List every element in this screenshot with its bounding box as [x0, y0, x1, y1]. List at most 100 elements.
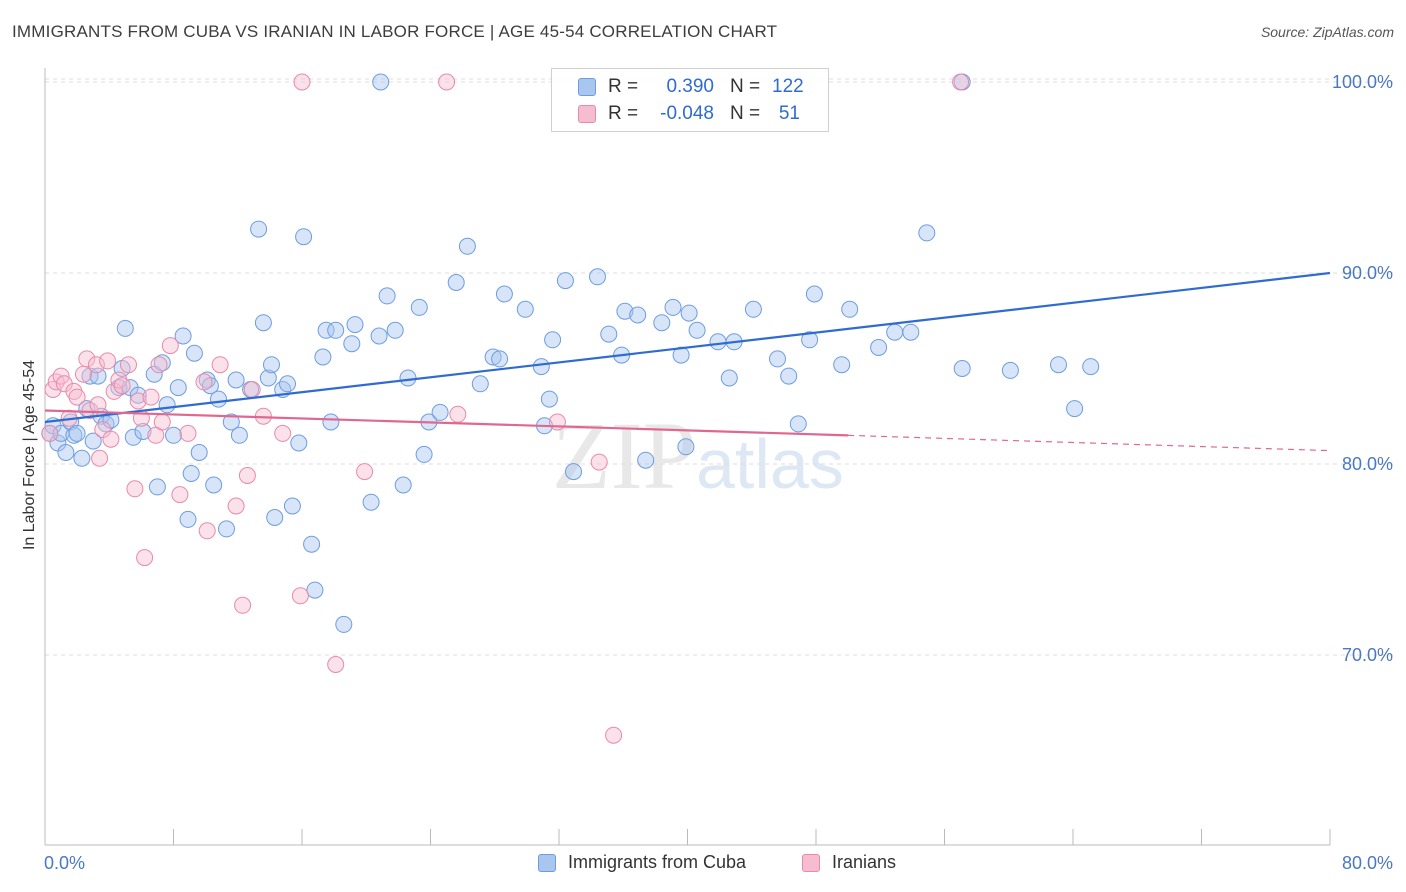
point-cuba: [314, 348, 332, 366]
legend-swatch-iranians: [802, 853, 820, 872]
legend-r-label: R =: [608, 76, 639, 97]
point-cuba: [841, 300, 859, 318]
grid-lines: [45, 78, 1395, 656]
point-cuba: [68, 424, 86, 442]
legend-n-value: 122: [772, 76, 804, 97]
point-cuba: [322, 413, 340, 431]
point-iranians: [102, 430, 120, 448]
point-cuba: [516, 300, 534, 318]
point-cuba: [616, 302, 634, 320]
point-cuba: [769, 350, 786, 368]
point-iranians: [136, 549, 154, 567]
point-iranians: [211, 356, 229, 374]
x-ticks: [44, 829, 1331, 845]
y-tick-label: 80.0%: [1342, 454, 1393, 474]
point-cuba: [1066, 400, 1084, 418]
point-cuba: [174, 327, 192, 345]
point-cuba: [148, 478, 166, 496]
legend-r-label: R =: [608, 103, 639, 124]
point-cuba: [335, 615, 353, 633]
point-cuba: [343, 335, 361, 353]
point-iranians: [291, 587, 309, 605]
point-cuba: [158, 396, 176, 414]
point-cuba: [589, 268, 606, 286]
trend-line-iranians: [44, 409, 849, 437]
point-cuba: [222, 413, 240, 431]
point-cuba: [254, 314, 272, 332]
point-iranians: [110, 371, 128, 389]
point-cuba: [410, 298, 428, 316]
point-cuba: [263, 356, 280, 374]
y-tick-label: 70.0%: [1342, 645, 1393, 665]
point-iranians: [243, 381, 261, 398]
point-iranians: [195, 373, 213, 391]
point-cuba: [789, 415, 807, 433]
point-iranians: [274, 424, 292, 442]
watermark-zip: ZIP: [552, 402, 696, 509]
point-cuba: [394, 476, 412, 494]
legend-item-cuba[interactable]: Immigrants from Cuba: [538, 852, 746, 873]
point-cuba: [1050, 356, 1067, 374]
point-cuba: [317, 321, 335, 339]
point-iranians: [161, 337, 179, 355]
point-cuba: [709, 333, 727, 351]
y-tick-label: 100.0%: [1332, 72, 1393, 92]
point-cuba: [134, 423, 152, 440]
point-cuba: [84, 432, 102, 450]
point-cuba: [415, 445, 433, 463]
point-cuba: [266, 509, 284, 526]
point-cuba: [431, 403, 449, 421]
point-cuba: [744, 300, 762, 318]
point-cuba: [190, 444, 208, 461]
data-points: [41, 73, 1100, 744]
point-iranians: [113, 377, 131, 395]
point-cuba: [129, 386, 147, 404]
point-cuba: [279, 375, 296, 393]
point-iranians: [952, 73, 970, 91]
point-cuba: [637, 451, 655, 469]
point-cuba: [653, 314, 671, 332]
legend-label-iranians: Iranians: [832, 852, 897, 872]
point-cuba: [600, 325, 618, 343]
point-cuba: [1082, 358, 1100, 376]
x-tick-label: 0.0%: [44, 853, 85, 873]
point-iranians: [41, 424, 59, 442]
point-cuba: [295, 228, 313, 246]
point-iranians: [238, 467, 256, 484]
point-iranians: [227, 497, 245, 515]
x-tick-labels: 0.0% 80.0%: [44, 853, 1393, 873]
point-cuba: [306, 581, 324, 599]
point-iranians: [179, 424, 197, 442]
point-cuba: [458, 237, 476, 255]
legend-item-iranians[interactable]: Iranians: [802, 852, 896, 873]
source-label: Source: ZipAtlas.com: [1260, 24, 1394, 40]
point-iranians: [87, 356, 105, 374]
trend-line-cuba: [44, 271, 1331, 424]
point-cuba: [491, 350, 509, 368]
point-cuba: [230, 426, 248, 444]
point-cuba: [362, 493, 380, 511]
axes: [44, 68, 1330, 846]
point-cuba: [165, 426, 182, 444]
point-cuba: [672, 346, 690, 364]
point-cuba: [124, 428, 142, 446]
point-cuba: [116, 319, 134, 337]
point-cuba: [1001, 361, 1019, 379]
point-iranians: [78, 350, 96, 368]
legend-r-value: -0.048: [660, 103, 714, 124]
point-iranians: [150, 356, 168, 374]
point-cuba: [677, 438, 695, 456]
legend-swatch-cuba: [538, 853, 556, 872]
point-cuba: [386, 321, 404, 339]
point-cuba: [780, 367, 798, 385]
point-iranians: [590, 453, 608, 471]
point-cuba: [218, 520, 235, 538]
legend-row-iranians: R = -0.048 N = 51: [578, 100, 800, 128]
point-cuba: [833, 356, 851, 374]
legend-n-value: 51: [778, 103, 800, 124]
point-iranians: [293, 73, 311, 91]
chart-title: IMMIGRANTS FROM CUBA VS IRANIAN IN LABOR…: [12, 22, 778, 41]
point-cuba: [918, 224, 936, 242]
point-cuba: [250, 220, 268, 238]
